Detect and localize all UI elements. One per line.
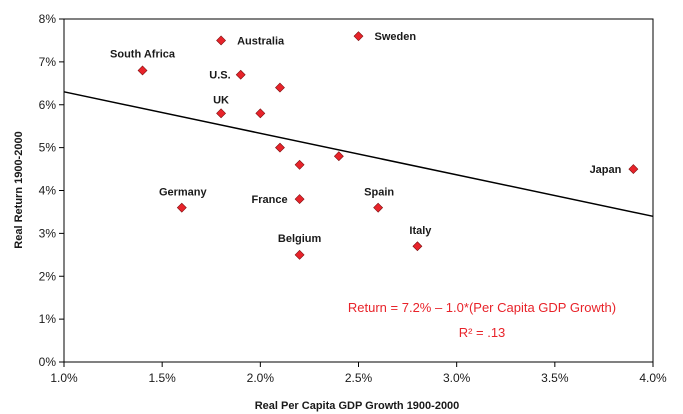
data-point: [255, 108, 266, 119]
data-point: [275, 142, 285, 153]
point-labels: South Africa Australia Sweden U.S. UK Japan Ge…: [110, 31, 622, 245]
data-point: [176, 202, 187, 213]
point-label: Australia: [237, 35, 285, 47]
point-label: Germany: [159, 187, 208, 199]
regression-equation: Return = 7.2% – 1.0*(Per Capita GDP Grow…: [348, 300, 616, 315]
x-tick-label: 4.0%: [639, 371, 667, 385]
data-point: [216, 35, 226, 46]
y-tick-label: 4%: [39, 184, 57, 198]
trendline: [63, 91, 654, 218]
data-point: [137, 65, 148, 76]
x-tick-label: 1.5%: [148, 371, 176, 385]
data-point: [294, 159, 305, 170]
point-label: Sweden: [375, 31, 417, 43]
y-tick-label: 6%: [39, 98, 57, 112]
data-point: [294, 194, 305, 204]
r-squared-label: R² = .13: [459, 325, 506, 340]
point-label: Spain: [364, 187, 394, 199]
data-point: [412, 241, 423, 252]
data-point: [628, 164, 639, 174]
data-point: [353, 31, 364, 42]
x-tick-label: 1.0%: [50, 371, 78, 385]
y-tick-label: 7%: [39, 55, 57, 69]
data-point: [333, 151, 344, 162]
y-tick-label: 3%: [39, 226, 57, 240]
data-point: [216, 108, 226, 119]
data-point: [235, 69, 246, 80]
x-tick-label: 3.0%: [443, 371, 471, 385]
data-point: [275, 82, 285, 93]
point-label: Japan: [590, 164, 622, 176]
point-label: South Africa: [110, 48, 176, 60]
x-axis-title: Real Per Capita GDP Growth 1900-2000: [255, 400, 460, 412]
point-label: Belgium: [278, 233, 322, 245]
y-tick-label: 5%: [39, 141, 57, 155]
data-point: [373, 202, 384, 213]
point-label: Italy: [409, 225, 432, 237]
x-tick-label: 2.5%: [345, 371, 373, 385]
point-label: U.S.: [209, 70, 230, 82]
y-tick-label: 1%: [39, 312, 57, 326]
y-tick-label: 2%: [39, 269, 57, 283]
y-axis-title: Real Return 1900-2000: [13, 131, 25, 248]
point-label: UK: [213, 94, 229, 106]
point-label: France: [252, 194, 288, 206]
axis-ticks: 0% 1% 2% 3% 4% 5% 6% 7% 8% 1.0% 1.5% 2.0% 2.5% 3.0% 3.…: [39, 12, 667, 385]
x-tick-label: 2.0%: [247, 371, 275, 385]
data-points: [137, 31, 639, 260]
trendline-group: [63, 91, 654, 218]
data-point: [294, 249, 305, 260]
y-tick-label: 0%: [39, 355, 57, 369]
x-tick-label: 3.5%: [541, 371, 569, 385]
y-tick-label: 8%: [39, 12, 57, 26]
